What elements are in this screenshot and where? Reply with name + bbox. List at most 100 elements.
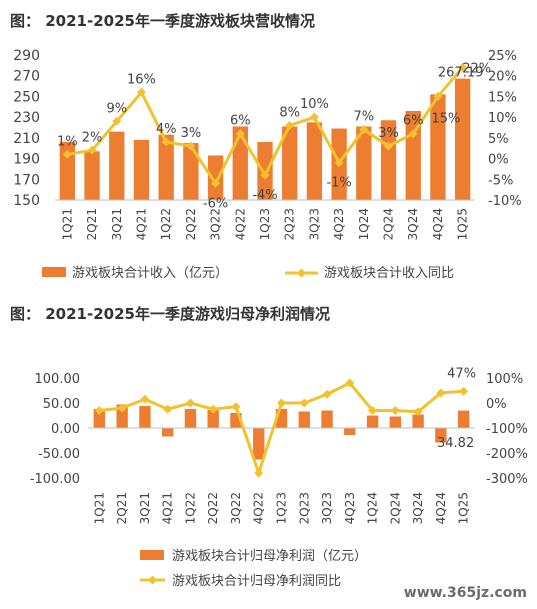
legend-bar-label: 游戏板块合计归母净利润（亿元） xyxy=(172,549,367,564)
bar-value-label: 267.19 xyxy=(438,66,484,81)
yoy-point xyxy=(390,406,400,415)
x-tick-label: 1Q22 xyxy=(159,208,173,240)
x-tick-label: 3Q24 xyxy=(411,492,425,524)
yoy-point xyxy=(299,398,309,408)
bar xyxy=(84,151,100,200)
x-tick-label: 1Q24 xyxy=(357,208,371,240)
yoy-point xyxy=(112,116,122,126)
yoy-label: -1% xyxy=(326,176,351,191)
yoy-point xyxy=(117,403,127,413)
yoy-label: 9% xyxy=(106,101,127,116)
yoy-label: 47% xyxy=(447,366,476,381)
chart2-title: 图： 2021-2025年一季度游戏归母净利润情况 xyxy=(10,305,330,323)
x-tick-label: 4Q23 xyxy=(332,208,346,240)
bar xyxy=(116,404,128,428)
yoy-label: 15% xyxy=(431,111,460,126)
yoy-point xyxy=(345,378,355,388)
x-tick-label: 1Q21 xyxy=(92,492,106,524)
x-tick-label: 1Q24 xyxy=(366,492,380,524)
bar xyxy=(161,428,174,437)
y2-tick-label: -5% xyxy=(488,173,513,188)
yoy-label: 1% xyxy=(57,134,78,149)
x-tick-label: 2Q23 xyxy=(297,492,311,524)
bar xyxy=(207,410,219,428)
yoy-point xyxy=(459,386,469,396)
y2-tick-label: 10% xyxy=(488,111,517,126)
bar xyxy=(207,155,224,200)
yoy-label: 2% xyxy=(82,130,103,145)
x-tick-label: 4Q22 xyxy=(233,208,247,240)
bar xyxy=(366,415,379,428)
yoy-label: -4% xyxy=(252,188,277,203)
chart1-title: 图： 2021-2025年一季度游戏板块营收情况 xyxy=(10,12,315,30)
bar xyxy=(139,406,151,428)
x-tick-label: 2Q24 xyxy=(382,208,396,240)
yoy-label: 16% xyxy=(127,72,156,87)
bar xyxy=(59,142,76,200)
yoy-point xyxy=(433,91,443,101)
legend-bar-swatch xyxy=(140,550,164,560)
bar xyxy=(389,416,402,428)
bar xyxy=(232,126,248,200)
yoy-point xyxy=(413,407,423,417)
bar xyxy=(275,409,288,428)
yoy-label: 6% xyxy=(403,114,424,129)
bar xyxy=(356,126,372,200)
y2-tick-label: 15% xyxy=(488,90,517,105)
yoy-label: -6% xyxy=(203,196,228,211)
x-tick-label: 3Q23 xyxy=(320,492,334,524)
bar xyxy=(430,94,446,200)
y-tick-label: -50.00 xyxy=(38,447,80,462)
yoy-point xyxy=(368,406,378,415)
yoy-point xyxy=(136,87,146,97)
x-tick-label: 2Q23 xyxy=(283,208,297,240)
x-tick-label: 1Q21 xyxy=(60,208,74,240)
bar xyxy=(321,410,333,428)
y-tick-label: 50.00 xyxy=(43,397,80,412)
x-tick-label: 4Q24 xyxy=(431,208,445,240)
yoy-point xyxy=(260,170,270,180)
bar-value-label: 34.82 xyxy=(437,436,474,451)
bar xyxy=(253,428,265,460)
yoy-point xyxy=(359,125,369,135)
yoy-point xyxy=(277,398,286,408)
yoy-point xyxy=(322,389,332,399)
yoy-point xyxy=(309,112,319,122)
y-tick-label: 210 xyxy=(13,131,40,147)
watermark: www.365jz.com xyxy=(403,585,527,601)
yoy-label: 3% xyxy=(181,126,202,141)
yoy-label: 10% xyxy=(300,97,329,112)
legend-bar-swatch xyxy=(42,267,66,277)
y-tick-label: 230 xyxy=(13,110,40,126)
y2-tick-label: 100% xyxy=(486,372,523,387)
yoy-point xyxy=(231,402,241,412)
y2-tick-label: 25% xyxy=(488,49,517,64)
yoy-point xyxy=(208,404,218,414)
x-tick-label: 3Q24 xyxy=(406,208,420,240)
y-tick-label: 150 xyxy=(13,193,40,209)
yoy-point xyxy=(87,145,97,155)
bar xyxy=(344,428,356,435)
yoy-point xyxy=(254,468,264,478)
yoy-point xyxy=(408,129,418,139)
yoy-label: 8% xyxy=(279,105,300,120)
x-tick-label: 3Q22 xyxy=(229,492,243,524)
bar xyxy=(109,131,125,200)
bar xyxy=(183,143,199,200)
yoy-point xyxy=(285,120,295,130)
yoy-point xyxy=(62,149,72,159)
y2-tick-label: 0% xyxy=(488,153,509,168)
bar xyxy=(306,122,323,200)
yoy-label: 7% xyxy=(354,110,375,125)
y2-tick-label: -200% xyxy=(486,447,528,462)
x-tick-label: 3Q21 xyxy=(138,492,152,524)
y-tick-label: 290 xyxy=(13,48,40,64)
y-tick-label: 190 xyxy=(13,152,40,168)
x-tick-label: 2Q24 xyxy=(388,492,402,524)
x-tick-label: 2Q22 xyxy=(206,492,220,524)
bar xyxy=(230,413,242,428)
yoy-point xyxy=(186,141,196,151)
legend-line-label: 游戏板块合计归母净利润同比 xyxy=(172,574,341,589)
bar xyxy=(93,409,106,428)
